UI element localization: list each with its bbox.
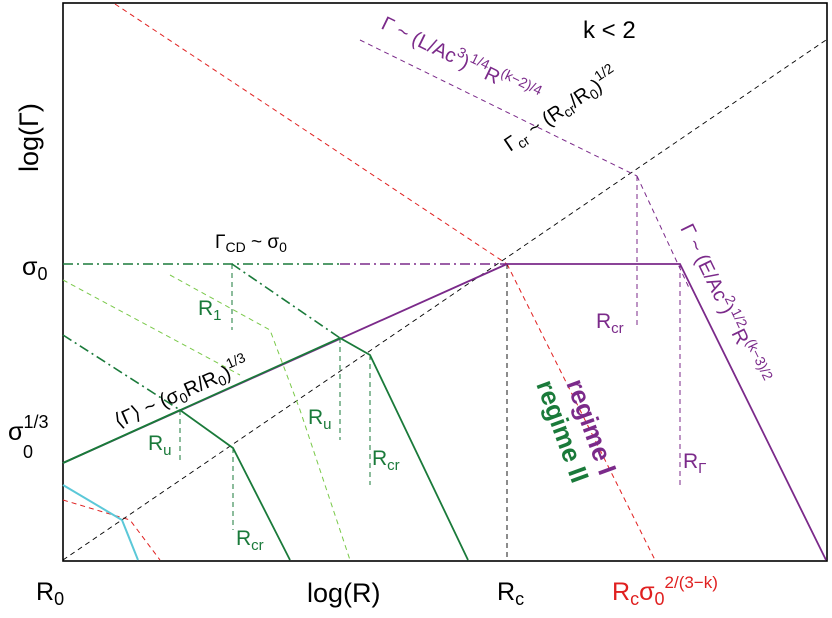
purple-dashed-lines [359, 39, 691, 485]
gamma-e-line [636, 175, 691, 291]
mean-gamma-label: ⟨Γ⟩ ~ (σ0R/R0)1/3 [109, 349, 253, 434]
lightgreen-dashed-lines [62, 274, 351, 561]
svg-text:Γ ~ (E/Ac2)1/2R(k−3)/2: Γ ~ (E/Ac2)1/2R(k−3)/2 [676, 218, 777, 387]
green-solid-lines [62, 336, 469, 561]
lightgreen-dashed-b [169, 274, 351, 561]
x-axis-label: log(R) [307, 578, 381, 608]
black-dashed-lines [62, 39, 827, 561]
red-dashed-small [62, 499, 161, 561]
red-dashed-lower [506, 263, 656, 561]
gamma-l-line [359, 39, 638, 177]
red-dashed-upper [114, 3, 508, 265]
green-dashdot-lines [62, 263, 341, 411]
condition-label: k < 2 [583, 17, 636, 44]
cyan-curve [62, 484, 139, 561]
svg-text:⟨Γ⟩ ~ (σ0R/R0)1/3: ⟨Γ⟩ ~ (σ0R/R0)1/3 [109, 349, 253, 434]
svg-text:Γcr ~ (Rcr/R0)1/2: Γcr ~ (Rcr/R0)1/2 [498, 60, 624, 158]
tick-rc: Rc [497, 578, 524, 609]
lightgreen-dashed-a [62, 279, 241, 376]
green-dashdot-upper [231, 263, 341, 339]
label-ru-a: Ru [148, 432, 172, 459]
tick-rc-sigma: Rcσ02/(3−k) [612, 573, 718, 609]
red-dashed-lines [62, 3, 656, 561]
y-axis-label: log(Γ) [14, 103, 44, 172]
gamma-cd-label: ΓCD ~ σ0 [215, 232, 287, 255]
gamma-e-label: Γ ~ (E/Ac2)1/2R(k−3)/2 [676, 218, 777, 387]
green-dashdot-lower [62, 334, 181, 411]
tick-r0: R0 [36, 578, 64, 609]
green-curve-b [62, 336, 469, 561]
gamma-cr-line [62, 39, 827, 561]
label-rgamma: RΓ [683, 450, 706, 477]
svg-text:Γ ~ (L/Ac3)1/4R(k−2)/4: Γ ~ (L/Ac3)1/4R(k−2)/4 [378, 8, 545, 108]
label-rcr-purple: Rcr [596, 310, 624, 337]
plot-frame [62, 2, 828, 562]
label-r1: R1 [198, 297, 222, 324]
label-rcr-green-a: Rcr [236, 527, 264, 554]
tick-sigma13: σ1/3 0 [8, 412, 48, 462]
gamma-cr-label: Γcr ~ (Rcr/R0)1/2 [498, 60, 624, 158]
tick-sigma0: σ0 [22, 253, 47, 284]
label-rcr-green-b: Rcr [372, 447, 400, 474]
label-ru-b: Ru [308, 406, 332, 433]
gamma-l-label: Γ ~ (L/Ac3)1/4R(k−2)/4 [378, 8, 545, 108]
green-dashed-verticals [179, 264, 371, 530]
